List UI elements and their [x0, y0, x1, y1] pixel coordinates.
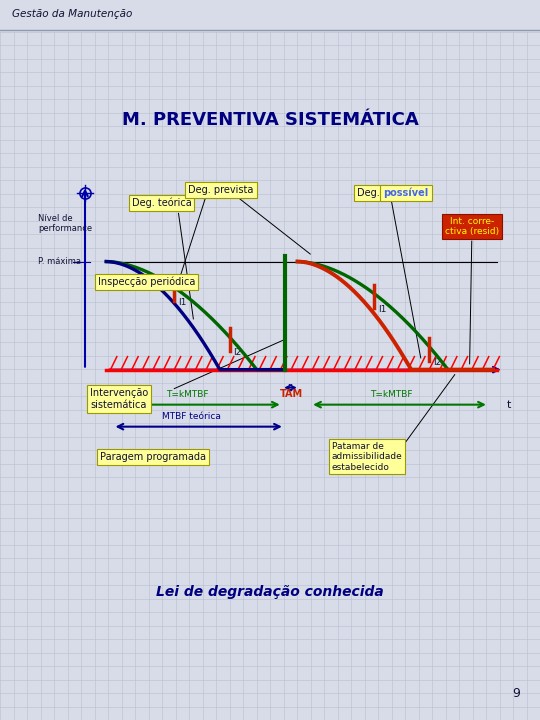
Text: Paragem programada: Paragem programada [100, 451, 206, 462]
Text: Patamar de
admissibilidade
estabelecido: Patamar de admissibilidade estabelecido [332, 442, 402, 472]
Text: MTBF teórica: MTBF teórica [162, 412, 221, 420]
Text: Deg. prevista: Deg. prevista [188, 185, 254, 195]
Text: I1: I1 [378, 305, 387, 313]
Text: Nível de
performance: Nível de performance [38, 214, 92, 233]
Text: T=kMTBF: T=kMTBF [166, 390, 208, 399]
Text: possível: possível [383, 188, 429, 198]
Text: I1: I1 [178, 298, 187, 307]
Text: Lei de degradação conhecida: Lei de degradação conhecida [156, 585, 384, 599]
Text: M. PREVENTIVA SISTEMÁTICA: M. PREVENTIVA SISTEMÁTICA [122, 111, 418, 129]
Text: Deg.: Deg. [357, 188, 383, 198]
Text: TAM: TAM [280, 389, 303, 399]
Text: 9: 9 [512, 687, 520, 700]
Text: P. máxima: P. máxima [38, 257, 81, 266]
Text: I2: I2 [233, 348, 242, 357]
Text: Intervenção
sistemática: Intervenção sistemática [90, 388, 148, 410]
Text: Deg. teórica: Deg. teórica [132, 198, 192, 208]
Text: I2: I2 [433, 358, 442, 366]
Text: T=kMTBF: T=kMTBF [370, 390, 412, 399]
Text: Gestão da Manutenção: Gestão da Manutenção [12, 9, 132, 19]
Text: Inspecção periódica: Inspecção periódica [98, 276, 195, 287]
Text: t: t [507, 400, 511, 410]
Text: Int. corre-
ctiva (resid): Int. corre- ctiva (resid) [444, 217, 499, 236]
